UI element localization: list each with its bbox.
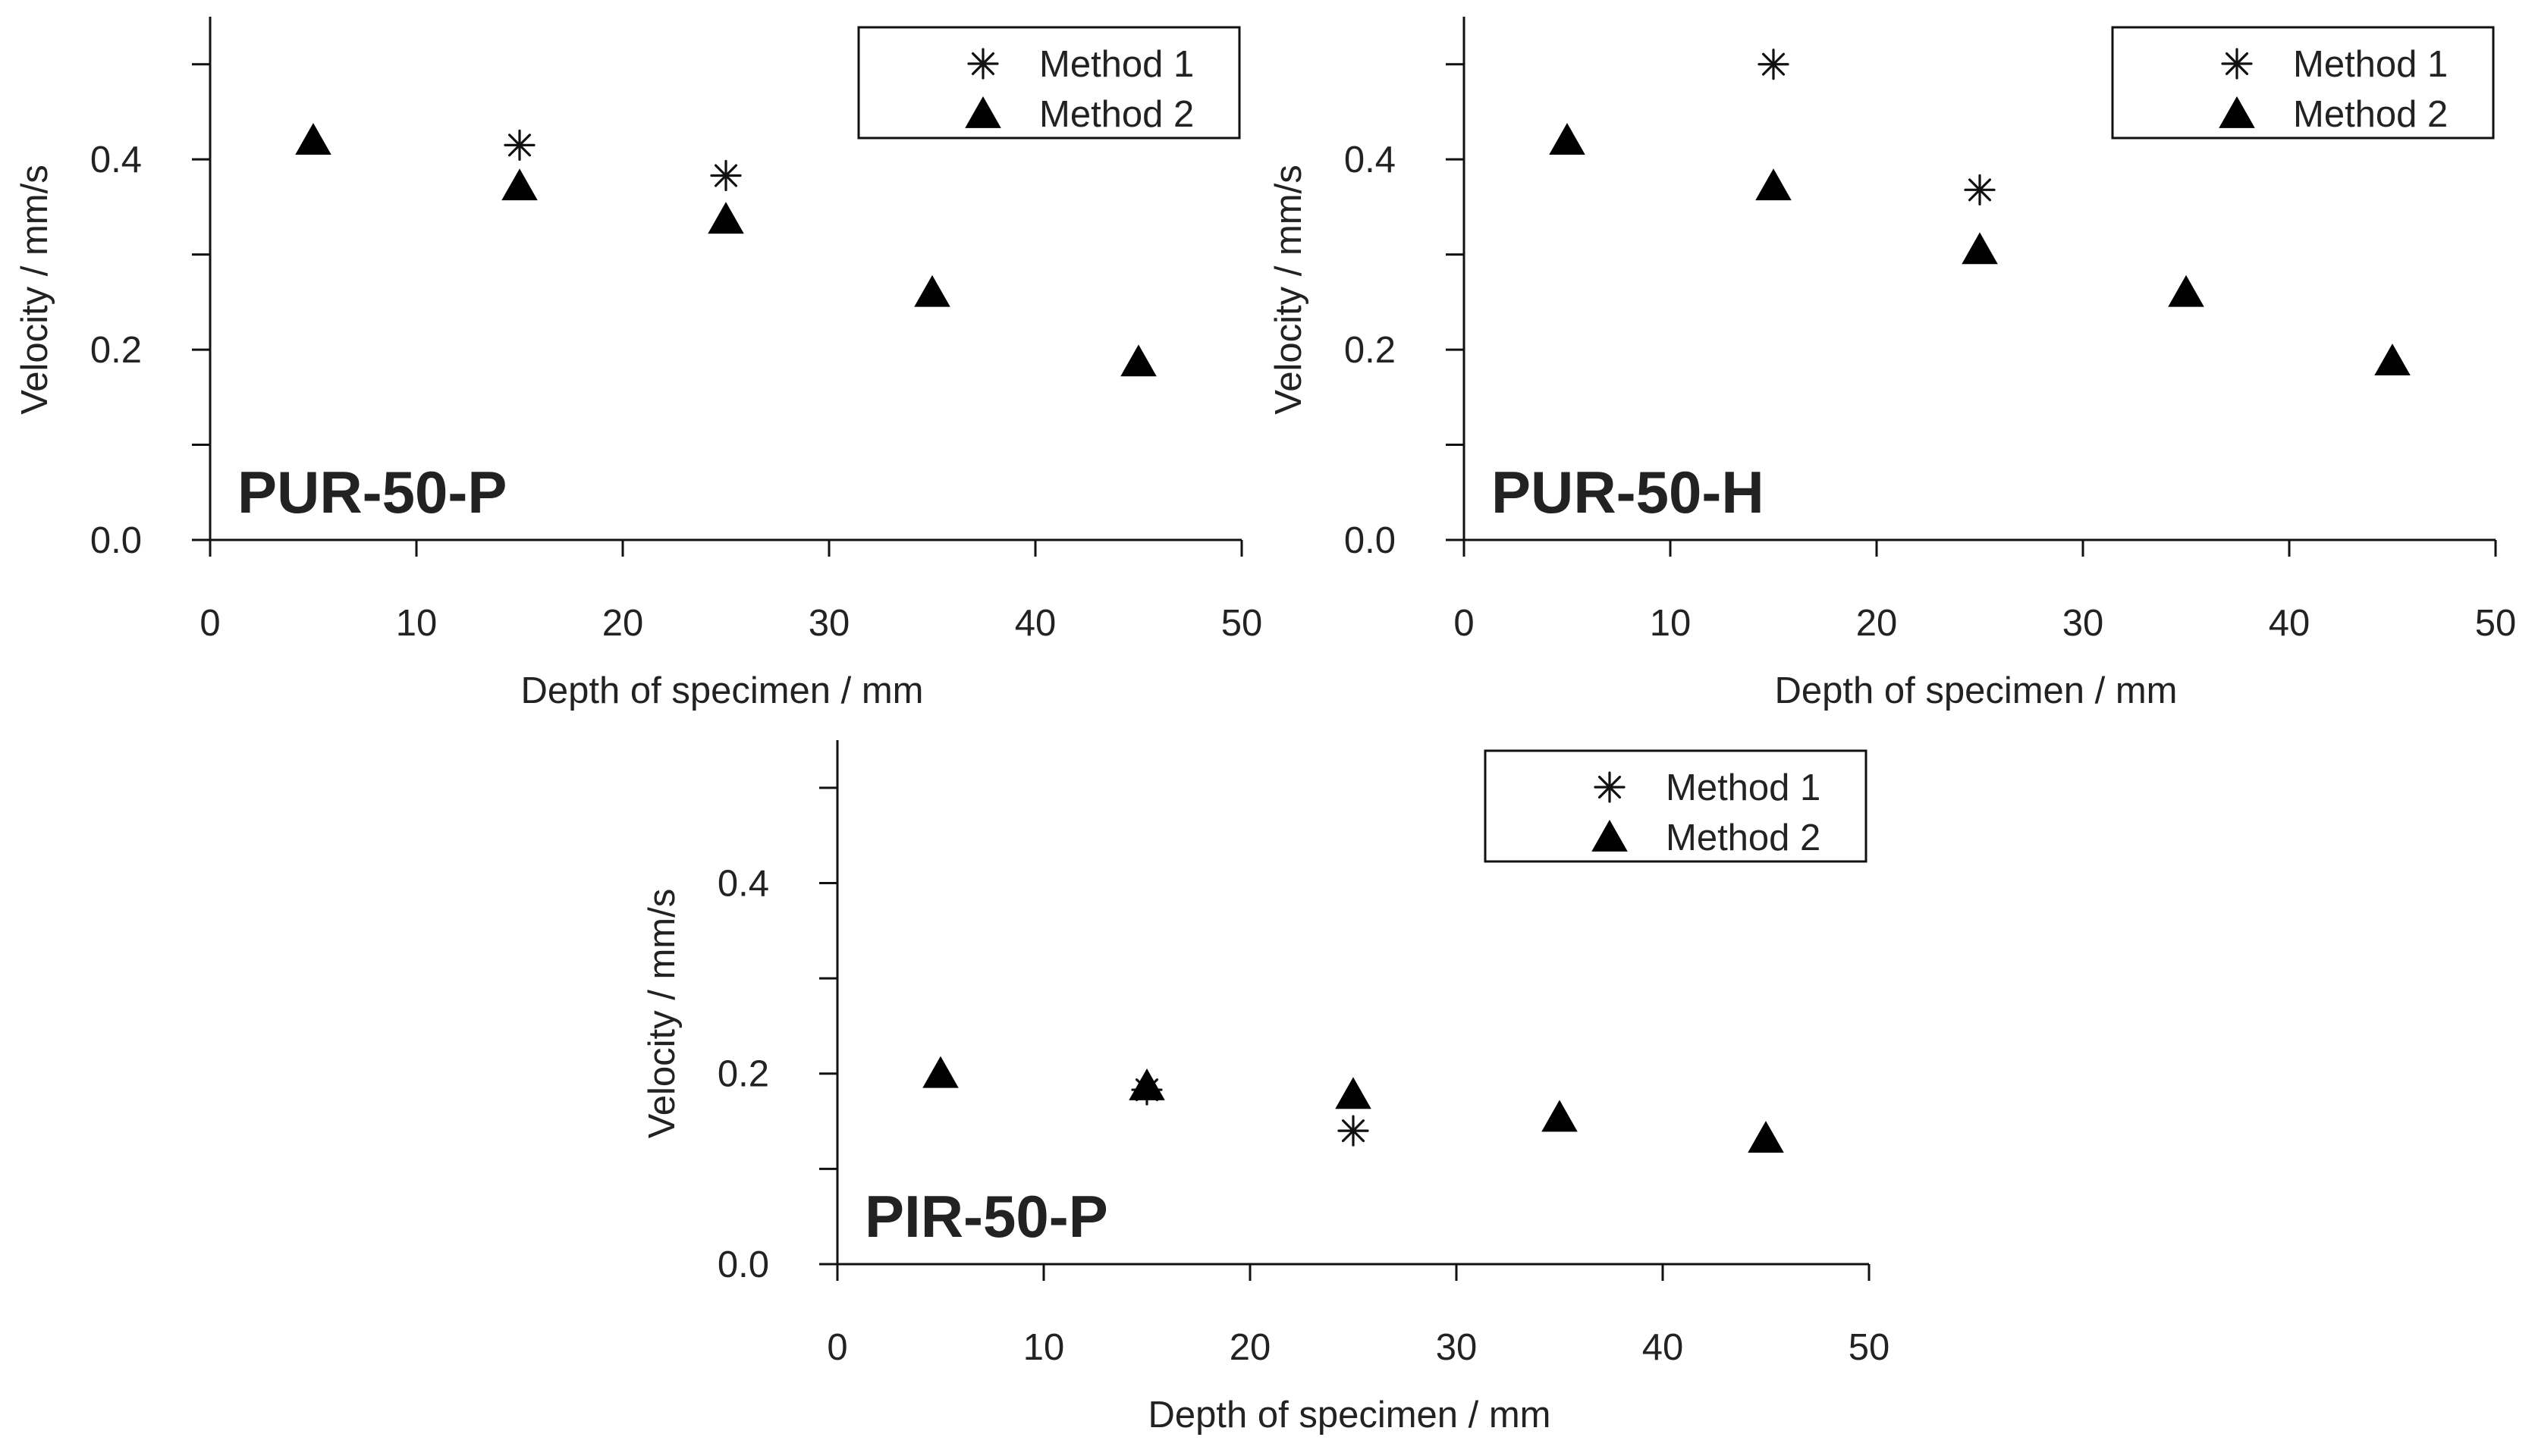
y-axis-title: Velocity / mm/s [14,165,55,414]
data-point-method-1 [1758,49,1789,80]
x-tick-label: 30 [809,603,850,644]
data-point-method-2 [1129,1068,1165,1100]
panel-label: PUR-50-P [237,459,507,526]
legend-box [857,26,1241,140]
data-point-method-2 [708,202,744,234]
data-point-method-2 [1541,1100,1578,1132]
x-tick-label: 10 [396,603,438,644]
legend-triangle-icon [2219,96,2255,128]
chart-panel-pur-50-h: 0 10 20 30 40 50 0.0 0.2 0.4 Depth of specimen / … [1268,17,2516,711]
legend-label: Method 1 [1039,44,1194,85]
x-tick-label: 40 [1642,1327,1684,1368]
y-tick-label: 0.0 [90,520,142,561]
legend-asterisk-icon [1594,771,1626,803]
x-tick-label: 50 [2475,603,2517,644]
legend: Method 1 Method 2 [2111,26,2495,140]
y-tick-label: 0.0 [1344,520,1396,561]
x-tick-label: 10 [1023,1327,1065,1368]
x-tick-label: 10 [1650,603,1692,644]
x-tick-label: 40 [2269,603,2310,644]
panel-label: PIR-50-P [865,1183,1108,1250]
data-point-method-2 [1549,123,1585,155]
y-tick-label: 0.2 [718,1054,769,1095]
data-point-method-2 [501,168,538,201]
data-point-method-1 [504,129,536,161]
x-axis-title: Depth of specimen / mm [1148,1395,1550,1436]
y-tick-label: 0.0 [718,1244,769,1285]
legend: Method 1 Method 2 [857,26,1241,140]
data-point-method-1 [1964,174,1996,206]
legend-box [1484,749,1867,863]
x-tick-label: 0 [199,603,220,644]
data-point-method-2 [2168,275,2204,307]
legend-box [2111,26,2495,140]
panel-label: PUR-50-H [1491,459,1764,526]
data-point-method-1 [1337,1115,1369,1147]
x-tick-label: 50 [1849,1327,1890,1368]
data-point-method-2 [295,123,331,155]
y-tick-label: 0.4 [90,140,142,180]
x-axis-title: Depth of specimen / mm [1774,670,2177,711]
legend-asterisk-icon [967,48,999,80]
x-tick-label: 40 [1015,603,1057,644]
legend-label: Method 2 [1039,94,1194,135]
legend-label: Method 2 [2293,94,2448,135]
legend: Method 1 Method 2 [1484,749,1867,863]
legend-triangle-icon [1591,819,1628,852]
legend-triangle-icon [965,96,1001,128]
y-tick-label: 0.2 [90,330,142,371]
x-axis-title: Depth of specimen / mm [520,670,923,711]
data-point-method-2 [1748,1121,1784,1153]
data-point-method-2 [1962,232,1998,265]
y-axis-title: Velocity / mm/s [1268,165,1309,414]
y-tick-label: 0.4 [1344,140,1396,180]
x-tick-label: 30 [2062,603,2104,644]
data-point-method-2 [1120,344,1157,377]
x-tick-label: 20 [1230,1327,1271,1368]
legend-label: Method 1 [2293,44,2448,85]
data-point-method-2 [1755,168,1792,201]
y-axis-title: Velocity / mm/s [642,889,683,1138]
legend-label: Method 1 [1666,767,1820,808]
data-point-method-2 [1335,1077,1371,1109]
data-point-method-2 [922,1056,959,1088]
data-point-method-2 [914,275,950,307]
x-tick-label: 20 [602,603,644,644]
chart-panel-pur-50-p: 0 10 20 30 40 50 0.0 0.2 0.4 Depth of specimen / … [14,17,1262,711]
x-tick-label: 0 [1453,603,1474,644]
legend-asterisk-icon [2221,48,2253,80]
y-tick-label: 0.4 [718,863,769,904]
chart-panel-pir-50-p: 0 10 20 30 40 50 0.0 0.2 0.4 Depth of specimen / … [642,740,1889,1436]
x-tick-label: 20 [1856,603,1898,644]
y-tick-label: 0.2 [1344,330,1396,371]
x-tick-label: 0 [827,1327,847,1368]
data-point-method-1 [710,159,742,192]
data-point-method-2 [2374,344,2411,375]
x-tick-label: 50 [1221,603,1263,644]
legend-label: Method 2 [1666,817,1820,858]
x-tick-label: 30 [1436,1327,1478,1368]
